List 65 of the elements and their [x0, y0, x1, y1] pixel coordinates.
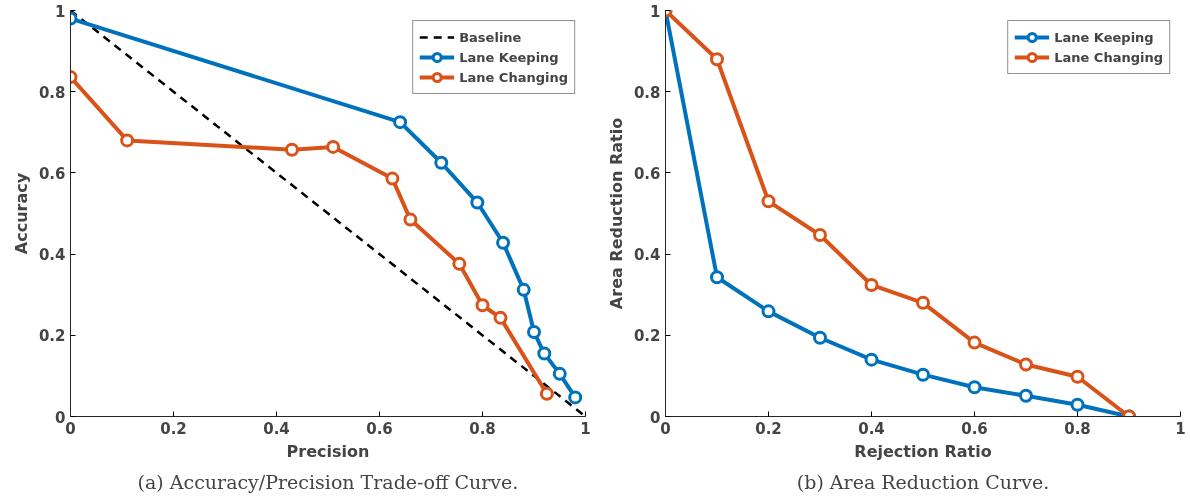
y-tick-label: 0.2 [633, 327, 661, 346]
x-tick-label: 0.8 [469, 419, 496, 438]
y-tick-label: 1 [650, 2, 661, 21]
point [1070, 369, 1085, 384]
point [761, 304, 776, 319]
y-tick-label: 0.4 [633, 246, 661, 265]
point [916, 295, 930, 310]
y-tick-label: 1 [55, 2, 66, 21]
point [864, 352, 879, 367]
point [568, 390, 583, 405]
point [385, 171, 400, 186]
point [403, 212, 418, 227]
x-tick-label: 0.2 [755, 419, 782, 438]
y-tick-label: 0.4 [38, 246, 66, 265]
y-axis-title: Area Reduction Ratio [606, 117, 626, 310]
point [496, 235, 511, 250]
point [1019, 357, 1033, 372]
legend-label: Lane Changing [1054, 49, 1163, 65]
y-tick-label: 0.8 [633, 83, 661, 102]
y-axis-title: Accuracy [11, 172, 31, 255]
point [326, 139, 341, 154]
point [710, 52, 724, 67]
point [393, 115, 408, 130]
point [452, 256, 467, 271]
point [539, 386, 554, 401]
point [552, 366, 567, 381]
legend-label: Baseline [459, 29, 522, 45]
x-axis-title: Rejection Ratio [854, 441, 992, 461]
y-tick-label: 0.8 [38, 83, 66, 102]
y-tick-label: 0.2 [38, 327, 66, 346]
x-tick-label: 0.2 [160, 419, 187, 438]
x-tick-label: 0.8 [1064, 419, 1091, 438]
point [864, 277, 879, 292]
y-tick-label: 0.6 [633, 164, 661, 183]
point [1070, 397, 1085, 412]
point [475, 298, 490, 313]
point [710, 270, 724, 285]
x-tick-label: 0.6 [366, 419, 393, 438]
x-tick-label: 1 [580, 419, 591, 438]
x-tick-label: 0.6 [961, 419, 988, 438]
point [967, 380, 982, 395]
legend-label: Lane Changing [459, 69, 568, 85]
point [120, 133, 135, 148]
x-tick-label: 0.4 [858, 419, 885, 438]
point [470, 195, 485, 210]
point [761, 194, 776, 209]
y-tick-label: 0.6 [38, 164, 66, 183]
point [516, 282, 531, 297]
point [1019, 388, 1033, 403]
point [284, 142, 299, 157]
point [537, 346, 552, 361]
point [493, 310, 508, 325]
point [527, 325, 541, 340]
point [813, 330, 827, 345]
x-tick-label: 1 [1175, 419, 1186, 438]
x-axis-title: Precision [286, 441, 370, 461]
point [434, 155, 449, 170]
point [813, 228, 827, 243]
point [916, 367, 930, 382]
text: (a) Accuracy/Precision Trade-off Curve. [137, 470, 519, 493]
point [967, 335, 982, 350]
legend-label: Lane Keeping [1054, 29, 1154, 45]
legend-label: Lane Keeping [459, 49, 559, 65]
text: (b) Area Reduction Curve. [796, 470, 1050, 493]
x-tick-label: 0.4 [263, 419, 290, 438]
